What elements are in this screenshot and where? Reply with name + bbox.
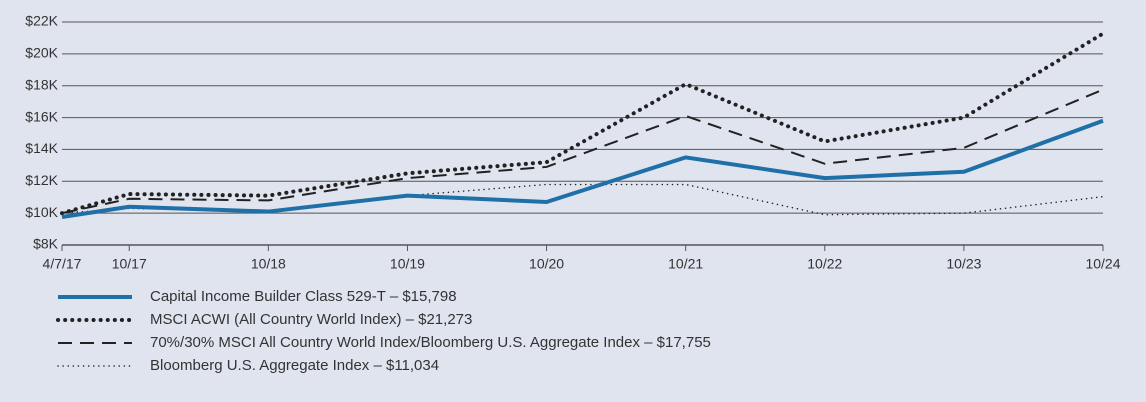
legend-label: Bloomberg U.S. Aggregate Index – $11,034 (150, 357, 439, 374)
x-tick-label: 10/21 (668, 256, 703, 272)
y-tick-label: $18K (25, 76, 58, 92)
y-tick-label: $8K (33, 236, 59, 252)
x-tick-label: 10/17 (112, 256, 147, 272)
y-tick-label: $20K (25, 45, 58, 61)
series-line (60, 31, 1105, 216)
y-tick-label: $14K (25, 140, 58, 156)
legend: Capital Income Builder Class 529-T – $15… (56, 288, 711, 374)
y-tick-label: $12K (25, 172, 58, 188)
x-tick-label: 10/18 (251, 256, 286, 272)
x-tick-label: 10/24 (1085, 256, 1120, 272)
x-tick-label: 10/22 (807, 256, 842, 272)
x-tick-label: 10/20 (529, 256, 564, 272)
series-line (61, 118, 1104, 219)
legend-label: 70%/30% MSCI All Country World Index/Blo… (150, 334, 711, 351)
y-tick-label: $22K (25, 13, 58, 29)
x-tick-label: 4/7/17 (43, 256, 82, 272)
legend-label: MSCI ACWI (All Country World Index) – $2… (150, 311, 472, 328)
series-line (61, 88, 1104, 215)
y-tick-label: $16K (25, 108, 58, 124)
y-tick-label: $10K (25, 204, 58, 220)
x-tick-label: 10/19 (390, 256, 425, 272)
x-tick-label: 10/23 (946, 256, 981, 272)
legend-label: Capital Income Builder Class 529-T – $15… (150, 288, 457, 305)
